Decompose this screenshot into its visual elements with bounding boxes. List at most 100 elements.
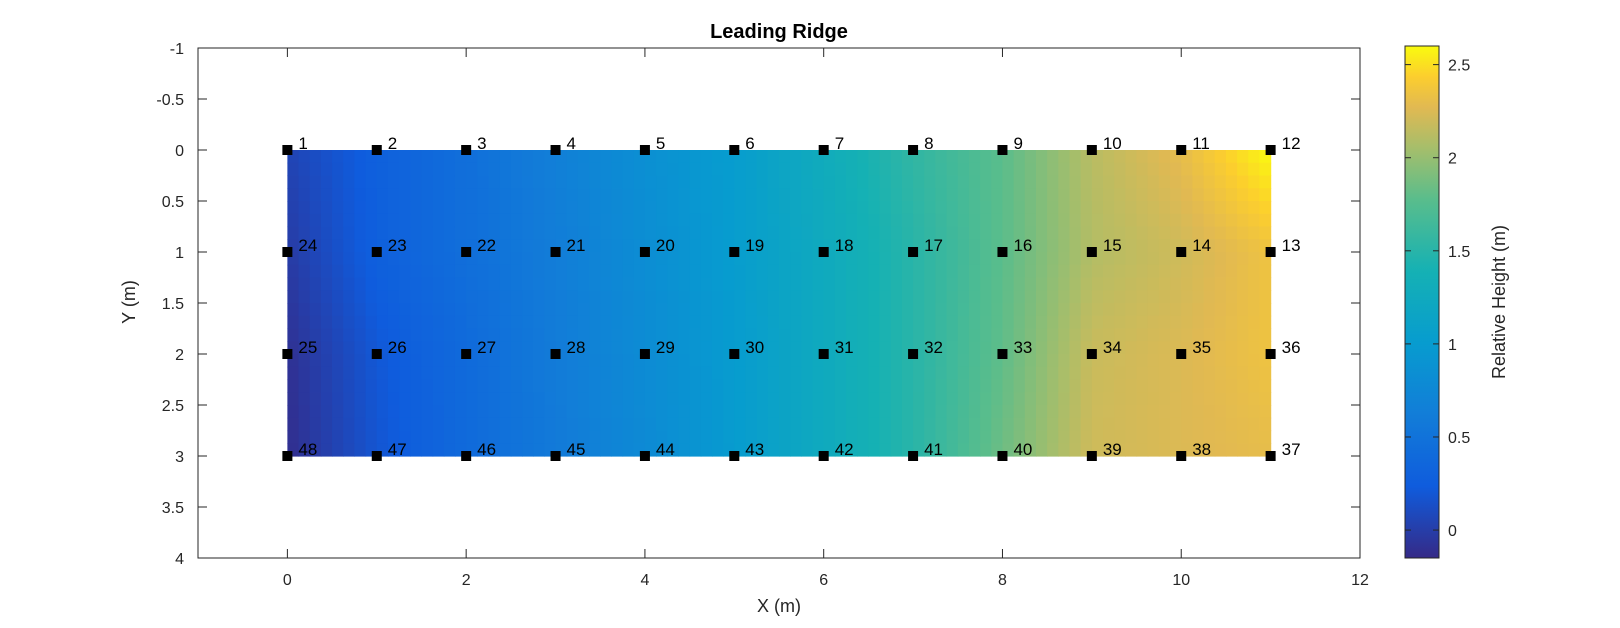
contour-cell: [376, 341, 389, 355]
contour-cell: [823, 430, 836, 444]
contour-cell: [365, 150, 378, 164]
contour-cell: [1103, 379, 1115, 393]
contour-cell: [365, 239, 378, 253]
contour-cell: [913, 354, 925, 368]
contour-cell: [421, 443, 434, 457]
contour-cell: [1259, 252, 1272, 266]
contour-cell: [711, 417, 724, 432]
contour-cell: [499, 239, 512, 253]
contour-cell: [589, 252, 601, 266]
contour-cell: [991, 379, 1004, 393]
contour-cell: [1237, 150, 1249, 164]
contour-cell: [1203, 277, 1216, 291]
contour-cell: [879, 328, 892, 342]
contour-cell: [890, 315, 903, 330]
contour-cell: [834, 252, 847, 266]
contour-cell: [913, 239, 925, 253]
contour-cell: [801, 162, 814, 177]
contour-cell: [287, 417, 300, 432]
contour-cell: [991, 405, 1004, 419]
contour-cell: [846, 366, 858, 381]
contour-cell: [656, 162, 668, 177]
contour-cell: [1091, 175, 1104, 189]
contour-cell: [622, 315, 635, 330]
contour-cell: [890, 341, 903, 355]
contour-cell: [823, 341, 836, 355]
contour-cell: [466, 239, 478, 253]
contour-cell: [879, 417, 892, 432]
contour-cell: [1058, 354, 1071, 368]
node-marker: [1265, 349, 1276, 359]
contour-cell: [980, 213, 992, 228]
contour-cell: [767, 264, 780, 279]
node-label: 3: [477, 134, 486, 153]
contour-cell: [622, 392, 635, 406]
contour-cell: [1024, 366, 1037, 381]
contour-cell: [544, 392, 557, 406]
contour-cell: [756, 252, 769, 266]
contour-cell: [901, 175, 914, 189]
contour-cell: [309, 162, 322, 177]
contour-cell: [1237, 264, 1249, 279]
contour-cell: [399, 328, 411, 342]
contour-cell: [589, 303, 601, 317]
contour-cell: [622, 150, 635, 164]
contour-cell: [767, 430, 780, 444]
contour-cell: [868, 239, 881, 253]
contour-cell: [1080, 315, 1093, 330]
contour-cell: [678, 162, 691, 177]
contour-cell: [1147, 341, 1160, 355]
contour-cell: [1203, 417, 1216, 432]
node-label: 34: [1103, 338, 1122, 357]
contour-cell: [767, 303, 780, 317]
contour-cell: [622, 226, 635, 240]
contour-cell: [589, 201, 601, 215]
contour-cell: [935, 252, 948, 266]
contour-cell: [700, 175, 713, 189]
contour-cell: [287, 303, 300, 317]
contour-cell: [1181, 405, 1193, 419]
contour-cell: [1136, 303, 1149, 317]
contour-cell: [510, 213, 523, 228]
y-tick-label: 0: [175, 143, 184, 160]
contour-cell: [454, 201, 467, 215]
contour-cell: [622, 277, 635, 291]
contour-cell: [890, 239, 903, 253]
contour-cell: [1002, 264, 1015, 279]
contour-cell: [611, 162, 624, 177]
contour-cell: [812, 328, 825, 342]
contour-cell: [723, 405, 735, 419]
contour-cell: [1080, 354, 1093, 368]
contour-cell: [611, 443, 624, 457]
contour-cell: [723, 175, 735, 189]
contour-cell: [846, 188, 858, 202]
contour-cell: [577, 213, 590, 228]
contour-cell: [466, 392, 478, 406]
contour-cell: [1147, 328, 1160, 342]
contour-cell: [857, 277, 869, 291]
contour-cell: [1114, 443, 1126, 457]
contour-cell: [1259, 239, 1272, 253]
contour-cell: [354, 366, 367, 381]
contour-cell: [298, 277, 311, 291]
contour-cell: [1103, 213, 1115, 228]
node-marker: [729, 349, 740, 359]
contour-cell: [600, 188, 612, 202]
contour-cell: [298, 175, 311, 189]
contour-cell: [968, 290, 981, 304]
contour-cell: [421, 277, 434, 291]
contour-cell: [343, 443, 356, 457]
contour-cell: [544, 430, 557, 444]
contour-cell: [1158, 201, 1171, 215]
contour-cell: [834, 443, 847, 457]
contour-cell: [443, 264, 456, 279]
contour-cell: [834, 315, 847, 330]
contour-cell: [555, 226, 568, 240]
contour-cell: [890, 379, 903, 393]
contour-cell: [589, 341, 601, 355]
contour-cell: [1047, 213, 1059, 228]
contour-cell: [823, 201, 836, 215]
contour-cell: [1024, 354, 1037, 368]
contour-cell: [555, 341, 568, 355]
contour-cell: [946, 264, 959, 279]
